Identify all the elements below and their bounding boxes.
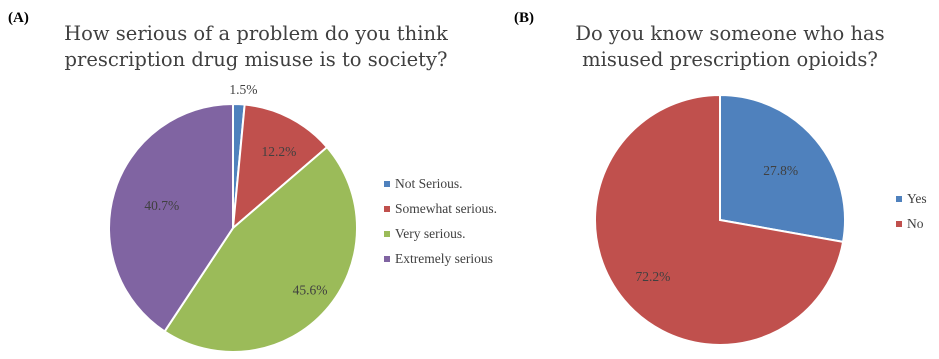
panel-a-title-line-1: How serious of a problem do you think bbox=[64, 22, 448, 45]
pie-slice-very-serious bbox=[163, 145, 358, 354]
legend-label-yes: Yes bbox=[907, 191, 927, 206]
legend-swatch-extremely-serious bbox=[384, 256, 390, 262]
legend-label-very-serious: Very serious. bbox=[395, 226, 466, 241]
data-label-very-serious: 45.6% bbox=[293, 282, 328, 297]
legend-swatch-somewhat-serious bbox=[384, 206, 390, 212]
pie-slice-extremely-serious bbox=[108, 102, 234, 333]
panel-a-legend: Not Serious. Somewhat serious. Very seriou… bbox=[384, 176, 497, 266]
legend-swatch-yes bbox=[896, 196, 902, 202]
panel-b-label: (B) bbox=[514, 10, 534, 26]
legend-label-extremely-serious: Extremely serious bbox=[395, 251, 493, 266]
data-label-extremely-serious: 40.7% bbox=[144, 198, 179, 213]
panel-a-pie: 1.5% 12.2% 45.6% 40.7% bbox=[108, 82, 358, 354]
panel-b-title-line-2: misused prescription opioids? bbox=[582, 48, 878, 71]
data-label-not-serious: 1.5% bbox=[229, 82, 257, 97]
legend-label-not-serious: Not Serious. bbox=[395, 176, 463, 191]
data-label-yes: 27.8% bbox=[763, 163, 798, 178]
panel-a-label: (A) bbox=[8, 10, 29, 26]
panel-a: (A) How serious of a problem do you thin… bbox=[8, 10, 497, 354]
panel-b-legend: Yes No bbox=[896, 191, 927, 231]
panel-b-pie: 27.8% 72.2% bbox=[594, 93, 846, 346]
pie-slice-yes bbox=[719, 93, 846, 244]
legend-label-somewhat-serious: Somewhat serious. bbox=[395, 201, 497, 216]
pie-slice-somewhat-serious bbox=[231, 103, 329, 231]
panel-b: (B) Do you know someone who has misused … bbox=[514, 10, 927, 346]
panel-a-title-line-2: prescription drug misuse is to society? bbox=[65, 48, 448, 71]
panel-b-title-line-1: Do you know someone who has bbox=[575, 22, 884, 45]
data-label-no: 72.2% bbox=[635, 269, 670, 284]
legend-label-no: No bbox=[907, 216, 924, 231]
legend-swatch-very-serious bbox=[384, 231, 390, 237]
legend-swatch-no bbox=[896, 221, 902, 227]
data-label-somewhat-serious: 12.2% bbox=[261, 144, 296, 159]
pie-slice-no bbox=[594, 93, 845, 346]
legend-swatch-not-serious bbox=[384, 181, 390, 187]
